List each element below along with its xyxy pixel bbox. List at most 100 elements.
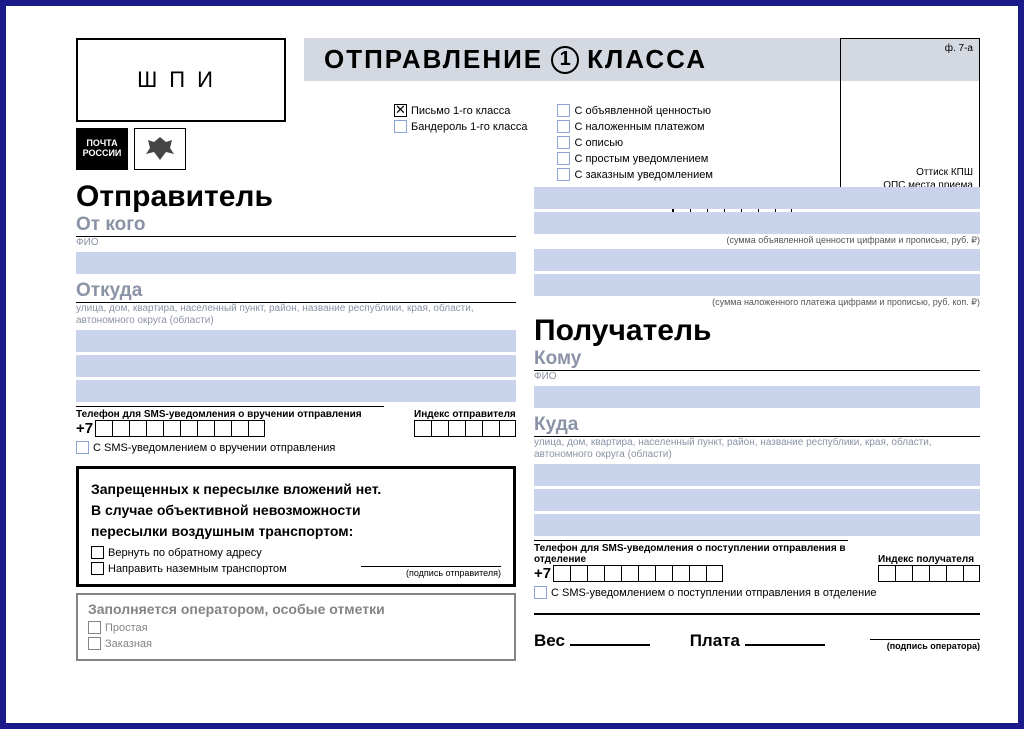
operator-title: Заполняется оператором, особые отметки — [88, 601, 504, 617]
label-declared: С объявленной ценностью — [574, 105, 711, 117]
phone-digit[interactable] — [248, 420, 265, 437]
fee-input[interactable] — [745, 644, 825, 646]
checkbox-sender-sms[interactable] — [76, 441, 89, 454]
index-digit[interactable] — [912, 565, 929, 582]
phone-digit[interactable] — [672, 565, 689, 582]
sender-index-label: Индекс отправителя — [414, 409, 516, 420]
label-cod: С наложенным платежом — [574, 121, 704, 133]
checkbox-simple-notice[interactable] — [557, 152, 570, 165]
phone-digit[interactable] — [604, 565, 621, 582]
phone-digit[interactable] — [197, 420, 214, 437]
plus7: +7 — [76, 420, 93, 437]
return-label: Вернуть по обратному адресу — [108, 547, 262, 559]
form-number: ф. 7-а — [945, 43, 973, 54]
label-inventory: С описью — [574, 137, 623, 149]
label-parcel: Бандероль 1-го класса — [411, 121, 527, 133]
operator-sign-caption: (подпись оператора) — [865, 641, 980, 651]
prohibit-line2: В случае объективной невозможности — [91, 500, 501, 521]
shpi-box: ШПИ — [76, 38, 286, 122]
recipient-phone-label: Телефон для SMS-уведомления о поступлени… — [534, 540, 848, 565]
index-digit[interactable] — [414, 420, 431, 437]
phone-digit[interactable] — [231, 420, 248, 437]
recipient-addr-hint: улица, дом, квартира, населенный пункт, … — [534, 437, 980, 461]
phone-digit[interactable] — [163, 420, 180, 437]
checkbox-ground[interactable] — [91, 562, 104, 575]
phone-digit[interactable] — [553, 565, 570, 582]
label-simple-notice: С простым уведомлением — [574, 153, 708, 165]
checkbox-cod[interactable] — [557, 120, 570, 133]
phone-digit[interactable] — [655, 565, 672, 582]
sender-addr-input[interactable] — [76, 355, 516, 377]
phone-digit[interactable] — [621, 565, 638, 582]
index-digit[interactable] — [431, 420, 448, 437]
recipient-name-input[interactable] — [534, 386, 980, 408]
recipient-addr-input[interactable] — [534, 514, 980, 536]
prohibit-line1: Запрещенных к пересылке вложений нет. — [91, 479, 501, 500]
simple-label: Простая — [105, 622, 148, 634]
declared-caption: (сумма объявленной ценности цифрами и пр… — [534, 235, 980, 246]
eagle-icon — [134, 128, 186, 170]
index-digit[interactable] — [963, 565, 980, 582]
sender-addr-input[interactable] — [76, 330, 516, 352]
cod-sum-input[interactable] — [534, 274, 980, 296]
phone-digit[interactable] — [689, 565, 706, 582]
cod-sum-input[interactable] — [534, 249, 980, 271]
index-digit[interactable] — [895, 565, 912, 582]
index-digit[interactable] — [878, 565, 895, 582]
sender-name-input[interactable] — [76, 252, 516, 274]
weight-label: Вес — [534, 631, 565, 650]
recipient-addr-input[interactable] — [534, 464, 980, 486]
phone-digit[interactable] — [706, 565, 723, 582]
declared-sum-input[interactable] — [534, 187, 980, 209]
form-frame: ШПИ ОТПРАВЛЕНИЕ 1 КЛАССА ф. 7-а Оттиск К… — [0, 0, 1024, 729]
recipient-addr-input[interactable] — [534, 489, 980, 511]
phone-digit[interactable] — [129, 420, 146, 437]
logo-line2: РОССИИ — [83, 149, 122, 159]
cod-caption: (сумма наложенного платежа цифрами и про… — [534, 297, 980, 308]
declared-sum-input[interactable] — [534, 212, 980, 234]
index-digit[interactable] — [448, 420, 465, 437]
title-right: КЛАССА — [587, 44, 707, 75]
index-digit[interactable] — [929, 565, 946, 582]
index-digit[interactable] — [482, 420, 499, 437]
index-digit[interactable] — [465, 420, 482, 437]
shpi-label: ШПИ — [137, 67, 225, 93]
phone-digit[interactable] — [638, 565, 655, 582]
phone-digit[interactable] — [95, 420, 112, 437]
checkbox-simple[interactable] — [88, 621, 101, 634]
checkbox-letter[interactable] — [394, 104, 407, 117]
checkbox-parcel[interactable] — [394, 120, 407, 133]
sender-title: Отправитель — [76, 180, 516, 214]
sender-addr-input[interactable] — [76, 380, 516, 402]
phone-digit[interactable] — [570, 565, 587, 582]
whence-label: Откуда — [76, 280, 516, 303]
index-digit[interactable] — [946, 565, 963, 582]
phone-digit[interactable] — [214, 420, 231, 437]
where-label: Куда — [534, 414, 980, 437]
fee-label: Плата — [690, 631, 740, 650]
fio-hint: ФИО — [76, 237, 516, 249]
phone-digit[interactable] — [587, 565, 604, 582]
class-number-icon: 1 — [551, 46, 579, 74]
checkbox-return[interactable] — [91, 546, 104, 559]
checkbox-registered[interactable] — [88, 637, 101, 650]
to-label: Кому — [534, 348, 980, 371]
prohibition-box: Запрещенных к пересылке вложений нет. В … — [76, 466, 516, 587]
phone-digit[interactable] — [146, 420, 163, 437]
phone-digit[interactable] — [180, 420, 197, 437]
sender-sign-caption: (подпись отправителя) — [361, 568, 501, 578]
sender-sign-line[interactable] — [361, 566, 501, 567]
label-letter: Письмо 1-го класса — [411, 105, 510, 117]
checkbox-recipient-sms[interactable] — [534, 586, 547, 599]
recipient-title: Получатель — [534, 314, 980, 348]
phone-digit[interactable] — [112, 420, 129, 437]
sender-addr-hint: улица, дом, квартира, населенный пункт, … — [76, 303, 516, 327]
plus7: +7 — [534, 565, 551, 582]
checkbox-inventory[interactable] — [557, 136, 570, 149]
pochta-logo: ПОЧТА РОССИИ — [76, 128, 128, 170]
checkbox-declared[interactable] — [557, 104, 570, 117]
operator-sign-line[interactable] — [870, 639, 980, 640]
from-label: От кого — [76, 214, 516, 237]
index-digit[interactable] — [499, 420, 516, 437]
weight-input[interactable] — [570, 644, 650, 646]
